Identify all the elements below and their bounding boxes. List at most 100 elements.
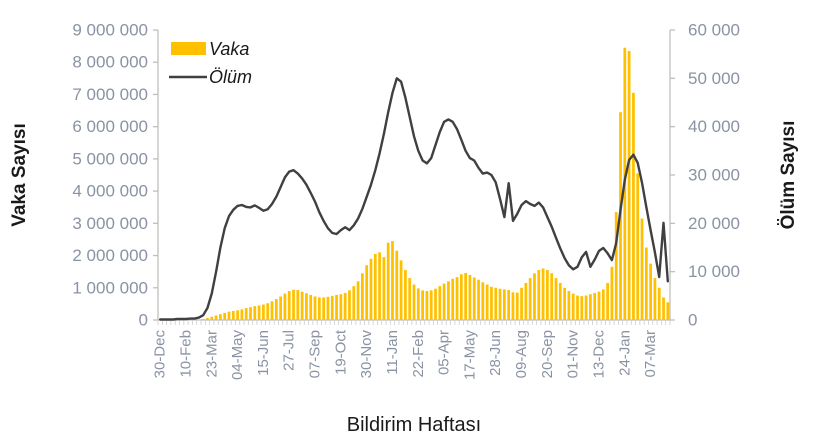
bar-vaka [352, 286, 356, 320]
bar-vaka [412, 284, 416, 320]
bar-vaka [300, 291, 304, 320]
bar-vaka [477, 279, 480, 320]
bar-vaka [266, 303, 270, 320]
bar-vaka [343, 292, 347, 320]
bar-vaka [563, 287, 566, 320]
bar-vaka [533, 273, 536, 320]
olum-line-path [158, 77, 669, 321]
x-tick-label: 09-Aug [513, 330, 530, 378]
bar-vaka [369, 258, 373, 320]
bar-vaka [550, 273, 554, 320]
bar-vaka [576, 295, 579, 320]
left-tick-label: 8 000 000 [72, 53, 148, 72]
left-tick-label: 4 000 000 [72, 182, 148, 201]
x-tick-label: 15-Jun [255, 330, 272, 376]
bar-vaka [416, 288, 420, 320]
x-tick-label: 01-Nov [565, 330, 582, 379]
bar-vaka [322, 297, 326, 320]
bar-vaka [348, 290, 351, 320]
bar-vaka [464, 272, 467, 320]
bar-vaka [455, 277, 459, 320]
bar-vaka [227, 311, 231, 320]
bar-vaka [528, 278, 532, 320]
bar-vaka [459, 274, 463, 320]
bar-vaka [309, 294, 313, 320]
bar-vaka [429, 290, 433, 320]
right-axis-title: Ölüm Sayısı [778, 121, 799, 230]
bar-vaka [442, 283, 446, 320]
left-axis-title: Vaka Sayısı [9, 123, 30, 227]
bar-vaka [425, 291, 429, 320]
bar-vaka [662, 297, 665, 320]
bar-vaka [236, 310, 239, 320]
x-tick-label: 20-Sep [539, 330, 556, 378]
bar-vaka [657, 287, 661, 320]
bar-vaka [373, 253, 377, 320]
bar-vaka [223, 312, 227, 320]
bar-vaka [231, 310, 235, 320]
bar-vaka [279, 296, 282, 320]
x-tick-label: 30-Nov [358, 330, 375, 379]
bar-vaka [382, 257, 386, 320]
bar-vaka [520, 287, 523, 320]
bar-vaka [386, 242, 390, 320]
legend-label-olum: Ölüm [209, 67, 252, 87]
legend-label-vaka: Vaka [209, 39, 249, 59]
x-tick-label: 30-Dec [152, 330, 169, 379]
bar-vaka [253, 306, 257, 320]
bar-vaka [360, 273, 364, 320]
bar-vaka [451, 278, 455, 320]
x-tick-label: 28-Jun [487, 330, 504, 376]
bar-vaka [597, 291, 601, 320]
legend: Vaka Ölüm [169, 39, 252, 87]
bar-vaka [614, 212, 618, 320]
x-tick-label: 24-Jan [616, 330, 633, 376]
bar-vaka [305, 293, 308, 320]
bar-vaka [589, 294, 592, 320]
left-tick-label: 6 000 000 [72, 117, 148, 136]
x-tick-label: 04-May [229, 330, 246, 381]
bar-vaka [554, 278, 558, 320]
bar-vaka [214, 315, 218, 320]
x-tick-label: 07-Mar [642, 330, 659, 378]
bar-vaka [601, 289, 605, 320]
left-tick-label: 5 000 000 [72, 149, 148, 168]
x-tick-label: 07-Sep [307, 330, 324, 378]
x-tick-label: 27-Jul [281, 330, 298, 371]
bar-vaka [485, 284, 489, 320]
bar-vaka [584, 295, 588, 320]
bar-vaka [404, 270, 407, 320]
line-olum [158, 77, 669, 321]
bar-vaka [580, 296, 584, 320]
bar-vaka [438, 286, 442, 320]
bar-vaka [640, 218, 644, 320]
bar-vaka [249, 307, 252, 320]
bar-vaka [257, 305, 261, 320]
left-tick-label: 0 [139, 311, 148, 330]
bar-vaka [365, 265, 369, 320]
bar-vaka [240, 309, 244, 320]
bar-vaka [408, 278, 412, 320]
x-tick-label: 13-Dec [591, 330, 608, 379]
bar-vaka [593, 292, 597, 320]
bar-vaka [201, 319, 205, 320]
right-tick-label: 50 000 [688, 69, 740, 88]
bar-vaka [546, 270, 549, 320]
right-tick-label: 40 000 [688, 117, 740, 136]
bar-vaka [515, 292, 519, 320]
bar-vaka [481, 282, 485, 320]
right-tick-label: 20 000 [688, 214, 740, 233]
bar-vaka [653, 278, 657, 320]
bar-vaka [490, 286, 493, 320]
bars-vaka [158, 47, 670, 320]
x-tick-label: 05-Apr [436, 330, 453, 375]
x-tick-label: 10-Feb [177, 330, 194, 378]
bar-vaka [507, 290, 511, 320]
bar-vaka [339, 294, 343, 320]
bar-vaka [391, 241, 394, 320]
bar-vaka [644, 247, 648, 320]
bar-vaka [502, 289, 506, 320]
bar-vaka [270, 301, 274, 320]
x-tick-label: 22-Feb [410, 330, 427, 378]
